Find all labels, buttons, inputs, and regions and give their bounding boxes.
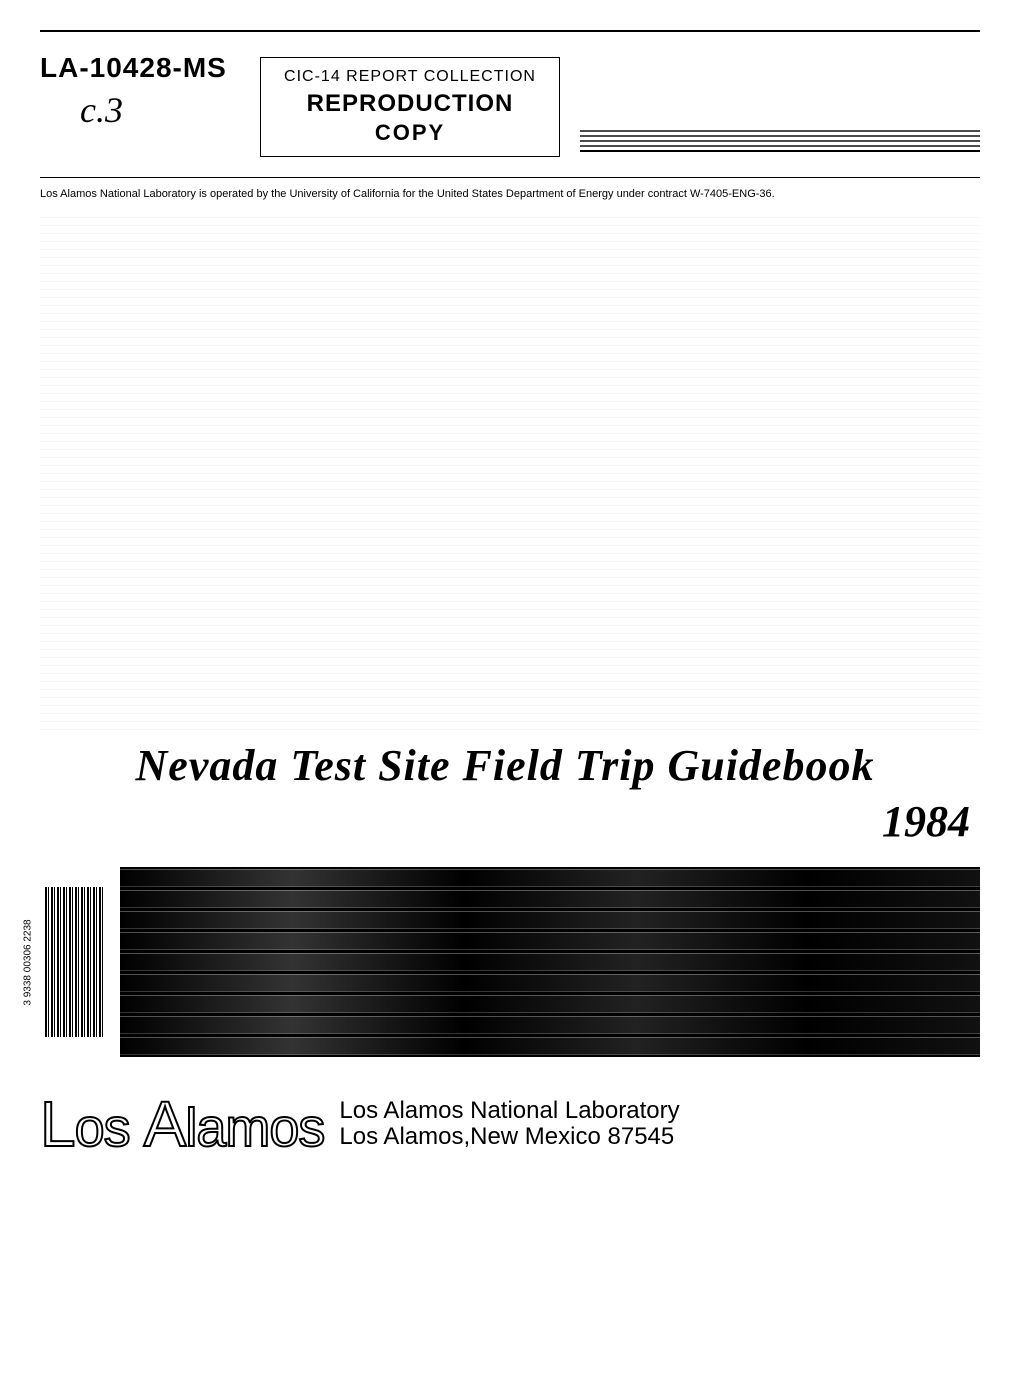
document-page: LA-10428-MS c.3 CIC-14 REPORT COLLECTION… <box>0 0 1020 1377</box>
stratum-layer <box>120 932 980 950</box>
geological-strata-graphic: 3 9338 00306 2238 <box>40 867 980 1057</box>
stamp-reproduction-line: REPRODUCTION <box>276 90 544 118</box>
scan-noise-region <box>40 210 980 730</box>
strata-lines <box>120 867 980 1057</box>
logo-letter: L <box>40 1087 75 1161</box>
header-graphic <box>580 52 980 152</box>
decorative-line <box>580 140 980 142</box>
operator-statement: Los Alamos National Laboratory is operat… <box>40 188 980 200</box>
stratum-layer <box>120 890 980 908</box>
lab-address-block: Los Alamos National Laboratory Los Alamo… <box>339 1098 679 1151</box>
stratum-layer <box>120 869 980 887</box>
barcode-column: 3 9338 00306 2238 <box>40 867 110 1057</box>
footer-logo-row: Los Alamos Los Alamos National Laborator… <box>40 1087 980 1161</box>
divider-rule <box>40 177 980 178</box>
los-alamos-logo: Los Alamos <box>40 1087 324 1161</box>
stratum-layer <box>120 911 980 929</box>
logo-letters: lamos <box>185 1097 324 1159</box>
stratum-layer <box>120 1016 980 1034</box>
reproduction-stamp: CIC-14 REPORT COLLECTION REPRODUCTION CO… <box>260 57 560 157</box>
stratum-layer <box>120 974 980 992</box>
report-id-block: LA-10428-MS c.3 <box>40 52 240 131</box>
header-row: LA-10428-MS c.3 CIC-14 REPORT COLLECTION… <box>40 52 980 157</box>
stratum-layer <box>120 953 980 971</box>
decorative-line <box>580 135 980 137</box>
logo-letter: A <box>144 1087 186 1161</box>
lab-name: Los Alamos National Laboratory <box>339 1098 679 1124</box>
decorative-line <box>580 130 980 132</box>
stratum-layer <box>120 995 980 1013</box>
library-barcode: 3 9338 00306 2238 <box>45 887 105 1037</box>
barcode-number: 3 9338 00306 2238 <box>23 919 34 1005</box>
title-block: Nevada Test Site Field Trip Guidebook 19… <box>40 740 980 847</box>
stratum-layer <box>120 1037 980 1055</box>
lab-address: Los Alamos,New Mexico 87545 <box>339 1124 679 1150</box>
copy-number: c.3 <box>80 89 240 131</box>
top-rule <box>40 30 980 32</box>
report-id: LA-10428-MS <box>40 52 240 84</box>
document-title: Nevada Test Site Field Trip Guidebook <box>40 740 970 791</box>
stamp-copy-line: COPY <box>276 120 544 146</box>
document-year: 1984 <box>40 796 970 847</box>
decorative-line <box>580 145 980 147</box>
header-lines <box>580 130 980 150</box>
stamp-collection-line: CIC-14 REPORT COLLECTION <box>276 68 544 86</box>
logo-letters: os <box>75 1097 130 1159</box>
